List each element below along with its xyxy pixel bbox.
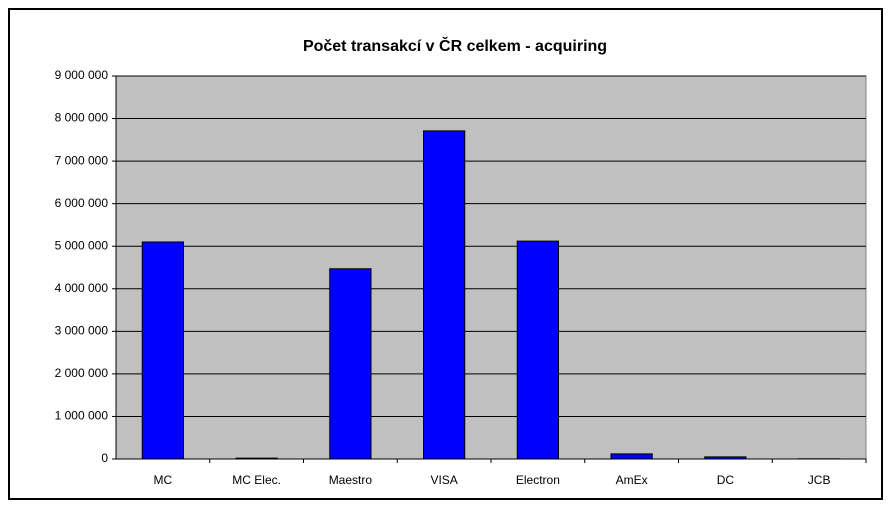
chart-title: Počet transakcí v ČR celkem - acquiring	[303, 36, 607, 55]
plot-area	[116, 76, 866, 459]
y-tick-label: 4 000 000	[55, 281, 109, 295]
x-tick-label: AmEx	[616, 473, 648, 487]
bar	[330, 269, 371, 459]
x-tick-label: VISA	[430, 473, 457, 487]
y-tick-label: 8 000 000	[55, 111, 109, 125]
y-tick-label: 9 000 000	[55, 68, 109, 82]
x-tick-label: DC	[717, 473, 735, 487]
x-tick-label: MC	[154, 473, 173, 487]
y-tick-label: 5 000 000	[55, 238, 109, 252]
x-tick-label: Electron	[516, 473, 560, 487]
bar	[142, 242, 183, 459]
x-tick-label: JCB	[808, 473, 831, 487]
x-tick-label: Maestro	[329, 473, 373, 487]
y-tick-label: 6 000 000	[55, 196, 109, 210]
bar	[424, 131, 465, 459]
bar	[611, 454, 652, 459]
y-tick-label: 3 000 000	[55, 324, 109, 338]
y-tick-label: 2 000 000	[55, 366, 109, 380]
x-tick-label: MC Elec.	[232, 473, 281, 487]
bar	[517, 241, 558, 459]
y-tick-label: 1 000 000	[55, 409, 109, 423]
bar	[705, 457, 746, 459]
y-tick-label: 0	[101, 451, 108, 465]
bar	[236, 458, 277, 459]
y-tick-label: 7 000 000	[55, 153, 109, 167]
